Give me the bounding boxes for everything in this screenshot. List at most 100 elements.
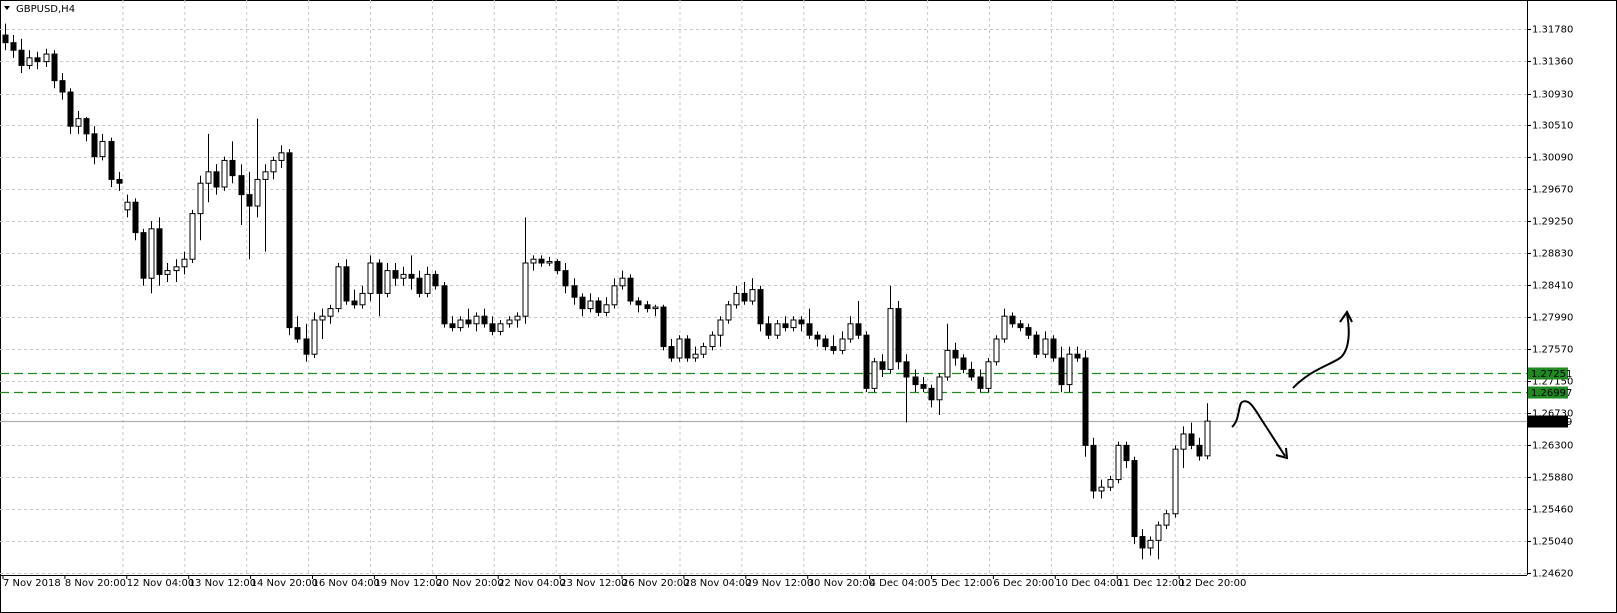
candle-body [262, 171, 269, 180]
candle-body [895, 308, 902, 363]
candle-body [676, 338, 683, 359]
candle-body [441, 285, 448, 325]
candle-body [968, 368, 975, 378]
candle-body [700, 346, 707, 355]
candle-body [424, 273, 431, 294]
candle-body [1001, 315, 1008, 340]
candle-body [1107, 479, 1114, 488]
x-tick-label: 26 Nov 20:00 [622, 578, 689, 589]
candle-body [579, 296, 586, 310]
candle-body [1066, 353, 1073, 386]
candle-body [319, 315, 326, 321]
candle-body [286, 152, 293, 329]
candle-body [798, 319, 805, 325]
candle-body [1163, 513, 1170, 526]
price-tag-bg [1528, 415, 1568, 428]
symbol: GBPUSD,H4 [16, 4, 75, 15]
candle-body [51, 53, 58, 82]
candle-body [384, 270, 391, 294]
candle-body [246, 194, 253, 207]
candle-body [936, 376, 943, 401]
candle-body [1017, 323, 1024, 329]
candle-body [522, 262, 529, 317]
candle-body [351, 300, 358, 306]
x-tick-label: 14 Nov 20:00 [251, 578, 318, 589]
candle-body [733, 292, 740, 306]
candle-body [197, 182, 204, 215]
x-tick-label: 30 Nov 20:00 [808, 578, 875, 589]
y-tick-label: 1.31360 [1532, 57, 1573, 68]
x-tick-label: 11 Dec 12:00 [1117, 578, 1184, 589]
candle-body [644, 304, 651, 310]
candle-body [944, 349, 951, 378]
x-tick-label: 12 Nov 04:00 [127, 578, 194, 589]
candle-body [668, 346, 675, 359]
candle-body [806, 323, 813, 336]
candle-body [977, 376, 984, 389]
candle-body [562, 270, 569, 287]
candle-body [481, 315, 488, 325]
candle-body [189, 213, 196, 260]
candle-body [148, 228, 155, 279]
candle-body [75, 118, 82, 127]
candle-body [1147, 539, 1154, 549]
up-arrow-drawing [1292, 310, 1353, 389]
candle-body [270, 159, 277, 173]
candle-body [782, 323, 789, 329]
candle-body [26, 57, 33, 66]
price-tag: 1.26997 [1531, 388, 1572, 399]
candle-body [652, 306, 659, 310]
candle-body [416, 277, 423, 294]
candle-body [335, 266, 342, 310]
candle-body [993, 338, 1000, 363]
x-tick-label: 22 Nov 04:00 [498, 578, 565, 589]
candle-body [855, 323, 862, 336]
candle-body [1082, 357, 1089, 446]
candle-body [432, 273, 439, 287]
x-tick-label: 10 Dec 04:00 [1055, 578, 1122, 589]
candle-body [164, 270, 171, 275]
candle-body [229, 159, 236, 177]
candle-body [278, 152, 285, 161]
y-tick-label: 1.25460 [1532, 505, 1573, 516]
candle-body [928, 387, 935, 401]
candle-body [814, 334, 821, 340]
y-tick-label: 1.27150 [1532, 377, 1573, 388]
x-tick-label: 16 Nov 04:00 [313, 578, 380, 589]
y-tick-label: 1.25040 [1532, 537, 1573, 548]
candle-body [465, 319, 472, 325]
candle-body [489, 323, 496, 332]
candle-body [181, 258, 188, 268]
candle-body [311, 319, 318, 355]
candle-body [603, 304, 610, 313]
y-tick-label: 1.31780 [1532, 25, 1573, 36]
candle-body [554, 260, 561, 272]
candle-body [514, 315, 521, 321]
y-tick-label: 1.29250 [1532, 217, 1573, 228]
candle-body [571, 285, 578, 298]
candle-body [611, 285, 618, 306]
candle-body [1123, 444, 1130, 462]
y-tick-label: 1.28830 [1532, 249, 1573, 260]
candle-body [18, 49, 25, 66]
candle-body [871, 361, 878, 389]
candle-body [1090, 444, 1097, 492]
candle-body [34, 57, 41, 63]
candle-body [879, 361, 886, 370]
candle-body [303, 338, 310, 355]
candle-body [790, 319, 797, 329]
candle-body [343, 266, 350, 302]
candle-body [132, 201, 139, 234]
candle-body [91, 133, 98, 158]
candle-body [83, 118, 90, 135]
candle-body [1050, 338, 1057, 359]
y-tick-label: 1.30510 [1532, 121, 1573, 132]
candle-body [952, 349, 959, 359]
candle-body [473, 315, 480, 325]
candle-body [205, 171, 212, 184]
candle-body [43, 53, 50, 63]
candle-body [830, 346, 837, 351]
candle-body [457, 319, 464, 329]
candle-body [725, 304, 732, 321]
candle-body [684, 338, 691, 359]
